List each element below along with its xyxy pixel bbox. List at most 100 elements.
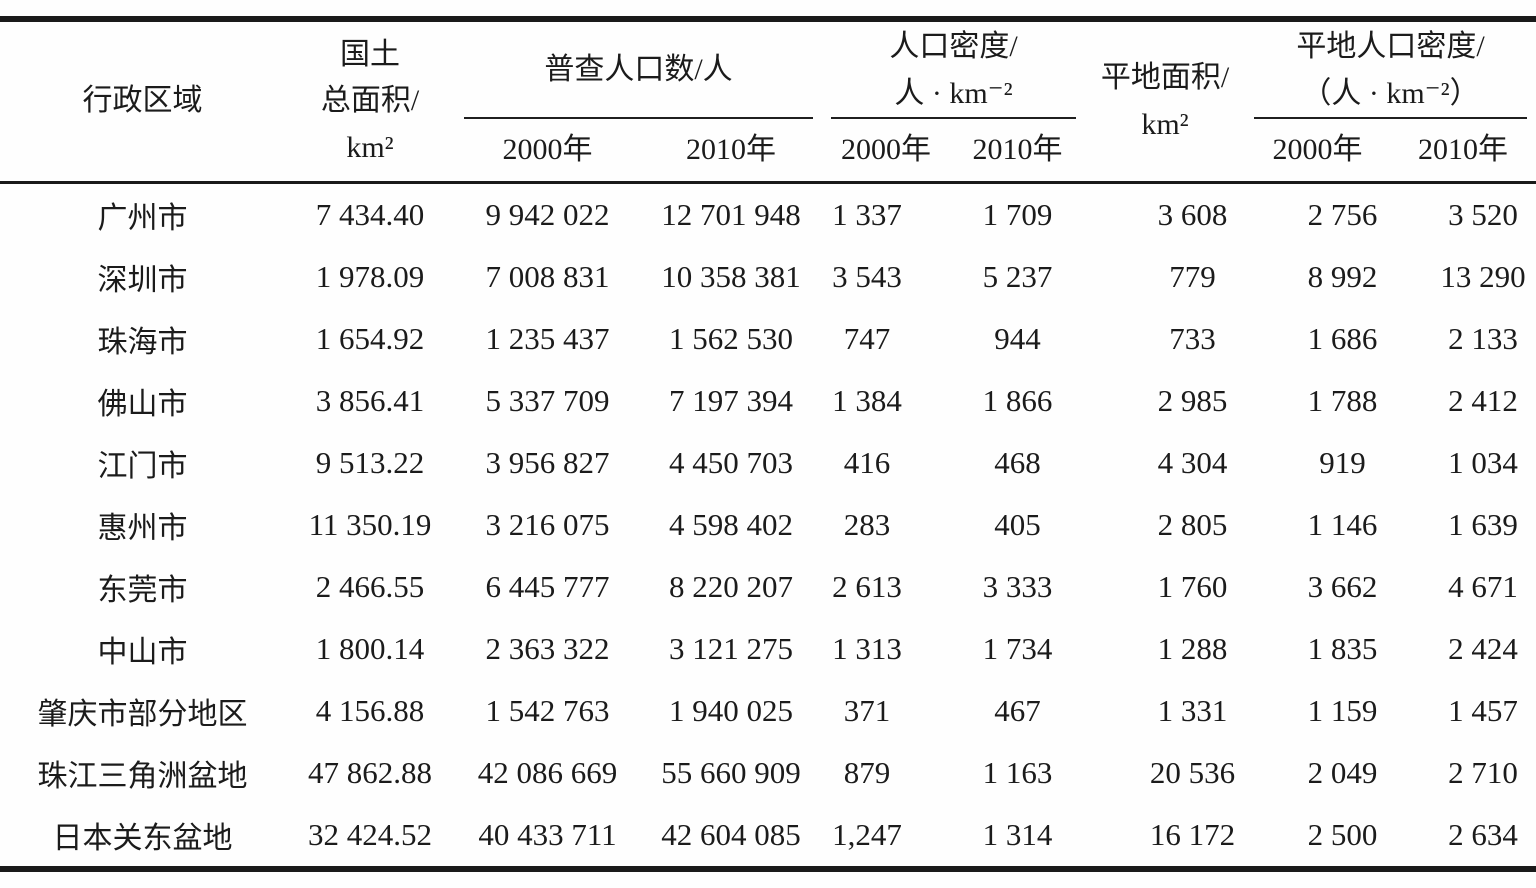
cell-density-2000: 283 — [843, 507, 891, 542]
cell-density-2010: 944 — [994, 321, 1041, 356]
cell-population-2000: 5 337 709 — [485, 383, 610, 418]
table-row: 佛山市 3 856.41 5 337 709 7 197 394 1 384 1… — [0, 370, 1536, 432]
cell-flat-density-2000: 8 992 — [1307, 259, 1378, 294]
cell-land-area: 2 466.55 — [315, 569, 425, 604]
cell-density-2010: 1 314 — [982, 817, 1053, 852]
cell-region: 惠州市 — [97, 512, 188, 545]
cell-flat-area: 1 760 — [1157, 569, 1228, 604]
cell-flat-density-2010: 2 634 — [1448, 817, 1518, 852]
cell-density-2000: 416 — [843, 445, 891, 480]
header-census-group: 普查人口数/人 — [455, 19, 822, 119]
table-row: 东莞市 2 466.55 6 445 777 8 220 207 2 613 3… — [0, 556, 1536, 618]
cell-region: 江门市 — [97, 450, 188, 483]
header-land-area-line2: 总面积/ — [320, 84, 420, 118]
cell-density-2010: 1 866 — [982, 383, 1053, 418]
cell-land-area: 1 800.14 — [315, 631, 425, 666]
table-header: 行政区域 国土 总面积/ km² 普查人口数/人 人口密度/ 人 · km⁻² … — [0, 19, 1536, 184]
cell-population-2010: 10 358 381 — [661, 259, 801, 294]
cell-density-2010: 1 734 — [982, 631, 1053, 666]
cell-flat-density-2000: 1 159 — [1307, 693, 1378, 728]
header-flat-density-group-line2: （人 · km⁻²） — [1301, 76, 1480, 110]
cell-region: 广州市 — [97, 202, 188, 235]
cell-population-2010: 4 450 703 — [669, 445, 793, 480]
cell-land-area: 32 424.52 — [308, 817, 432, 852]
cell-flat-density-2010: 3 520 — [1448, 197, 1518, 232]
cell-flat-area: 1 331 — [1157, 693, 1228, 728]
cell-flat-density-2000: 1 146 — [1307, 507, 1378, 542]
cell-flat-area: 16 172 — [1149, 817, 1236, 852]
table-body: 广州市 7 434.40 9 942 022 12 701 948 1 337 … — [0, 183, 1536, 870]
cell-population-2000: 40 433 711 — [478, 817, 617, 852]
cell-density-2000: 1 313 — [832, 631, 902, 666]
cell-flat-density-2000: 1 788 — [1307, 383, 1378, 418]
header-density-group: 人口密度/ 人 · km⁻² — [822, 19, 1085, 119]
table-row: 广州市 7 434.40 9 942 022 12 701 948 1 337 … — [0, 183, 1536, 247]
cell-density-2010: 1 709 — [982, 197, 1053, 232]
cell-flat-density-2010: 4 671 — [1448, 569, 1518, 604]
cell-flat-area: 20 536 — [1149, 755, 1236, 790]
cell-land-area: 3 856.41 — [315, 383, 425, 418]
header-census-year-2010: 2010年 — [640, 119, 822, 184]
table-row: 肇庆市部分地区 4 156.88 1 542 763 1 940 025 371… — [0, 680, 1536, 742]
cell-density-2000: 371 — [843, 693, 891, 728]
cell-flat-density-2000: 1 686 — [1307, 321, 1378, 356]
cell-flat-area: 3 608 — [1157, 197, 1228, 232]
header-flat-area-line1: 平地面积/ — [1100, 61, 1230, 94]
cell-density-2000: 2 613 — [832, 569, 902, 604]
cell-population-2010: 12 701 948 — [661, 197, 801, 232]
table-row: 日本关东盆地 32 424.52 40 433 711 42 604 085 1… — [0, 804, 1536, 869]
cell-region: 肇庆市部分地区 — [37, 698, 248, 731]
cell-land-area: 4 156.88 — [315, 693, 425, 728]
cell-region: 深圳市 — [97, 264, 188, 297]
cell-flat-density-2010: 13 290 — [1440, 259, 1526, 294]
cell-density-2010: 5 237 — [982, 259, 1053, 294]
header-region-label: 行政区域 — [82, 84, 203, 118]
header-region: 行政区域 — [0, 19, 285, 184]
cell-density-2000: 1 337 — [832, 197, 902, 232]
cell-flat-density-2010: 2 133 — [1448, 321, 1518, 356]
cell-flat-area: 733 — [1169, 321, 1216, 356]
header-census-year-2000: 2000年 — [455, 119, 640, 184]
cell-density-2010: 467 — [994, 693, 1041, 728]
cell-region: 珠海市 — [97, 326, 188, 359]
cell-density-2010: 468 — [994, 445, 1041, 480]
cell-population-2010: 8 220 207 — [669, 569, 793, 604]
cell-density-2010: 1 163 — [982, 755, 1053, 790]
header-flat-area-line2: km² — [1141, 107, 1189, 141]
cell-population-2000: 3 216 075 — [485, 507, 610, 542]
header-density-group-line2: 人 · km⁻² — [894, 76, 1013, 110]
cell-population-2000: 9 942 022 — [485, 197, 610, 232]
header-density-year-2000: 2000年 — [822, 119, 950, 184]
cell-flat-density-2000: 919 — [1319, 445, 1366, 480]
cell-flat-area: 779 — [1169, 259, 1216, 294]
cell-population-2000: 1 542 763 — [485, 693, 610, 728]
cell-density-2000: 747 — [843, 321, 891, 356]
header-land-area-line3: km² — [346, 130, 394, 164]
cell-population-2010: 7 197 394 — [669, 383, 793, 418]
cell-population-2000: 7 008 831 — [485, 259, 610, 294]
cell-density-2000: 3 543 — [832, 259, 902, 294]
cell-region: 东莞市 — [97, 574, 188, 607]
cell-region: 佛山市 — [97, 388, 188, 421]
cell-population-2010: 42 604 085 — [661, 817, 801, 852]
table-row: 江门市 9 513.22 3 956 827 4 450 703 416 468… — [0, 432, 1536, 494]
cell-land-area: 47 862.88 — [308, 755, 432, 790]
cell-population-2010: 55 660 909 — [661, 755, 801, 790]
header-flat-density-group-line1: 平地人口密度/ — [1296, 30, 1485, 63]
header-land-area-line1: 国土 — [340, 37, 400, 71]
cell-land-area: 11 350.19 — [308, 507, 432, 542]
cell-population-2000: 3 956 827 — [485, 445, 610, 480]
cell-flat-area: 1 288 — [1157, 631, 1228, 666]
cell-region: 日本关东盆地 — [52, 822, 233, 855]
cell-flat-density-2010: 1 639 — [1448, 507, 1518, 542]
header-density-year-2010: 2010年 — [950, 119, 1085, 184]
cell-density-2000: 879 — [843, 755, 891, 790]
table-row: 珠江三角洲盆地 47 862.88 42 086 669 55 660 909 … — [0, 742, 1536, 804]
population-density-table: 行政区域 国土 总面积/ km² 普查人口数/人 人口密度/ 人 · km⁻² … — [0, 16, 1536, 872]
cell-flat-density-2000: 1 835 — [1307, 631, 1378, 666]
cell-density-2010: 405 — [994, 507, 1041, 542]
cell-population-2010: 4 598 402 — [669, 507, 793, 542]
header-density-group-line1: 人口密度/ — [889, 30, 1018, 63]
cell-population-2010: 1 940 025 — [669, 693, 793, 728]
cell-flat-density-2000: 2 049 — [1307, 755, 1378, 790]
